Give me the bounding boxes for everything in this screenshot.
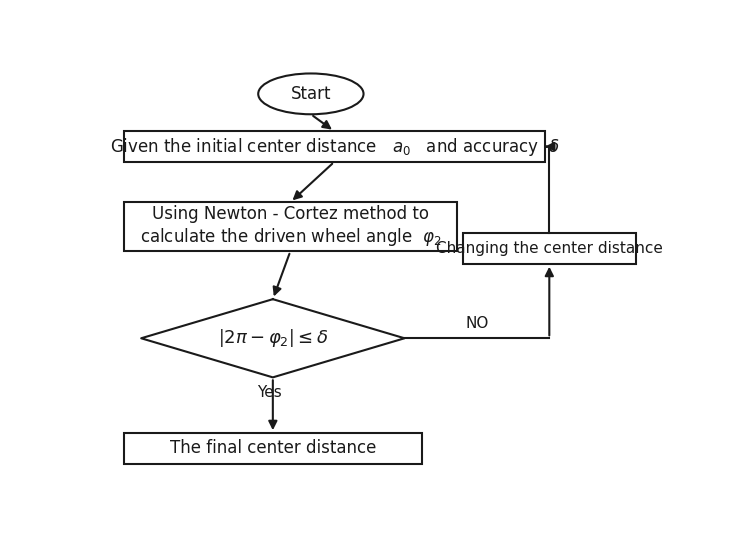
Text: Yes: Yes <box>257 385 282 400</box>
FancyBboxPatch shape <box>124 131 545 162</box>
FancyBboxPatch shape <box>463 233 636 264</box>
Text: Changing the center distance: Changing the center distance <box>436 241 663 256</box>
Text: Given the initial center distance   $a_0$   and accuracy  $\delta$: Given the initial center distance $a_0$ … <box>109 136 559 157</box>
FancyBboxPatch shape <box>124 202 457 251</box>
FancyBboxPatch shape <box>124 433 422 464</box>
Polygon shape <box>141 299 405 378</box>
Text: The final center distance: The final center distance <box>170 439 376 458</box>
Text: NO: NO <box>465 316 488 331</box>
Text: $\left|2\pi-\varphi_2\right|\leq\delta$: $\left|2\pi-\varphi_2\right|\leq\delta$ <box>217 327 328 349</box>
Ellipse shape <box>258 73 364 114</box>
Text: Start: Start <box>291 85 331 103</box>
Text: Using Newton - Cortez method to
calculate the driven wheel angle  $\varphi_2$: Using Newton - Cortez method to calculat… <box>140 205 441 248</box>
